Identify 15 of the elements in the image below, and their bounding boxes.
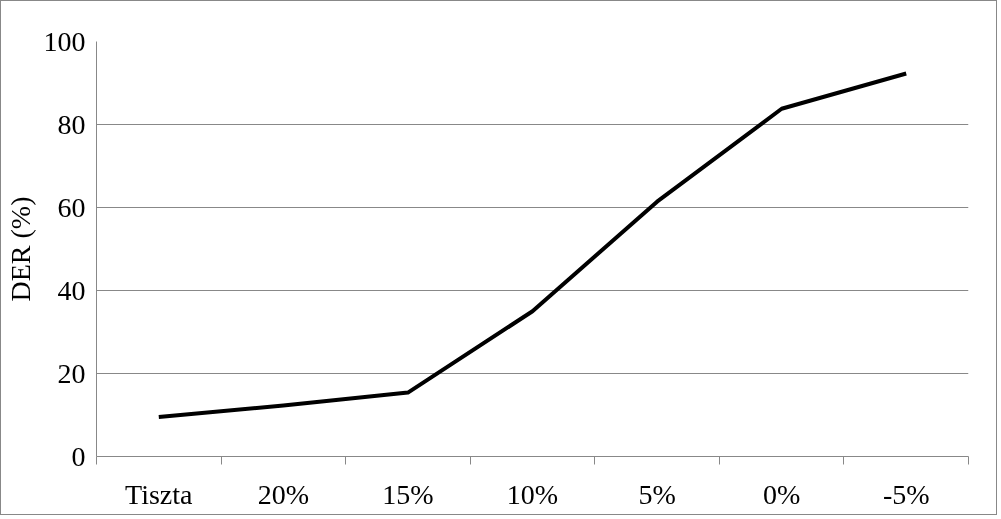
y-tick-label: 40 <box>57 274 86 306</box>
x-tick-label: 5% <box>638 478 676 510</box>
y-tick-label: 20 <box>57 357 86 389</box>
x-tick-label: 15% <box>382 478 434 510</box>
x-tick-label: -5% <box>882 478 930 510</box>
y-tick-label: 80 <box>57 108 86 140</box>
y-axis-title: DER (%) <box>4 196 36 302</box>
x-tick-label: Tiszta <box>125 478 194 510</box>
x-tick-label: 20% <box>257 478 310 510</box>
x-tick-label: 0% <box>762 478 801 510</box>
y-tick-label: 100 <box>43 25 86 57</box>
y-tick-label: 0 <box>71 440 86 472</box>
y-tick-label: 60 <box>57 191 86 223</box>
line-series <box>156 71 909 420</box>
x-tick-label: 10% <box>506 478 559 510</box>
